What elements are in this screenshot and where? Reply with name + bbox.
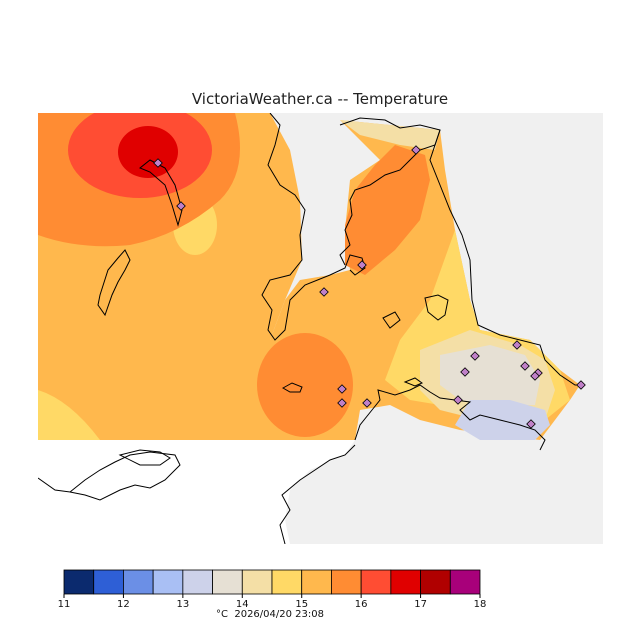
legend-tick: 18 (474, 599, 487, 610)
contour-16-5-peak (118, 126, 178, 178)
station-marker[interactable] (526, 419, 536, 429)
coastline-north-peninsula (339, 117, 441, 266)
station-marker[interactable] (512, 340, 522, 350)
legend-unit: °C (216, 609, 228, 620)
coastline-southeast-shore (279, 444, 356, 544)
station-marker[interactable] (460, 367, 470, 377)
legend-ticks: 11 12 13 14 15 16 17 18 (58, 594, 487, 610)
station-marker[interactable] (530, 371, 540, 381)
station-marker[interactable] (453, 395, 463, 405)
coastline-south-shore (38, 451, 181, 501)
station-marker[interactable] (520, 361, 530, 371)
island-south-lake (281, 382, 303, 393)
island-south-shore (118, 449, 171, 466)
station-marker[interactable] (470, 351, 480, 361)
legend-tick: 13 (176, 599, 189, 610)
legend-bin (390, 569, 421, 595)
island-harbour (403, 377, 424, 387)
legend-tick: 12 (117, 599, 130, 610)
map-title: VictoriaWeather.ca -- Temperature (191, 90, 449, 108)
station-marker[interactable] (153, 158, 163, 168)
island-northwest (139, 159, 183, 227)
station-marker[interactable] (337, 398, 347, 408)
station-markers (153, 145, 586, 429)
legend-tick: 14 (236, 599, 249, 610)
station-marker[interactable] (319, 287, 329, 297)
legend-bin (360, 569, 392, 595)
timestamp: 2026/04/20 23:08 (234, 609, 324, 620)
legend-bins (63, 569, 481, 595)
legend-footer: °C 2026/04/20 23:08 (0, 609, 540, 620)
legend-bin (123, 569, 154, 595)
island-west (97, 249, 131, 317)
legend-bin (93, 569, 124, 595)
legend-tick: 17 (414, 599, 427, 610)
legend-bin (63, 569, 95, 595)
coastline-victoria-harbour (354, 384, 546, 451)
station-marker[interactable] (576, 380, 586, 390)
legend-bin (301, 569, 332, 595)
uncovered-area (38, 440, 355, 544)
coastline-saanich-west (261, 113, 366, 341)
legend-bin (420, 569, 451, 595)
legend-bin (271, 569, 303, 595)
station-marker[interactable] (411, 145, 421, 155)
legend-tick: 11 (58, 599, 71, 610)
temperature-contours (38, 113, 580, 440)
legend-bin (241, 569, 273, 595)
legend-bin (449, 569, 481, 595)
contour-13-southeast (455, 400, 550, 440)
legend-bin (152, 569, 184, 595)
coastlines (38, 113, 582, 544)
island-small-central (382, 311, 401, 329)
legend-tick: 16 (355, 599, 368, 610)
station-marker[interactable] (357, 260, 367, 270)
contour-14-5-southwest (38, 390, 100, 440)
island-east-lake (424, 294, 449, 321)
contour-14-north (340, 120, 440, 150)
station-marker[interactable] (176, 201, 186, 211)
coastline-east (429, 129, 582, 386)
station-marker[interactable] (362, 398, 372, 408)
legend-bin (212, 569, 243, 595)
legend-tick: 15 (295, 599, 308, 610)
contour-13-5-southeast (440, 345, 540, 405)
contour-15-5-north-central (345, 145, 430, 275)
legend-bin (331, 569, 362, 595)
legend-bin (182, 569, 213, 595)
contour-15-5-south-central (257, 333, 353, 437)
station-marker[interactable] (337, 384, 347, 394)
